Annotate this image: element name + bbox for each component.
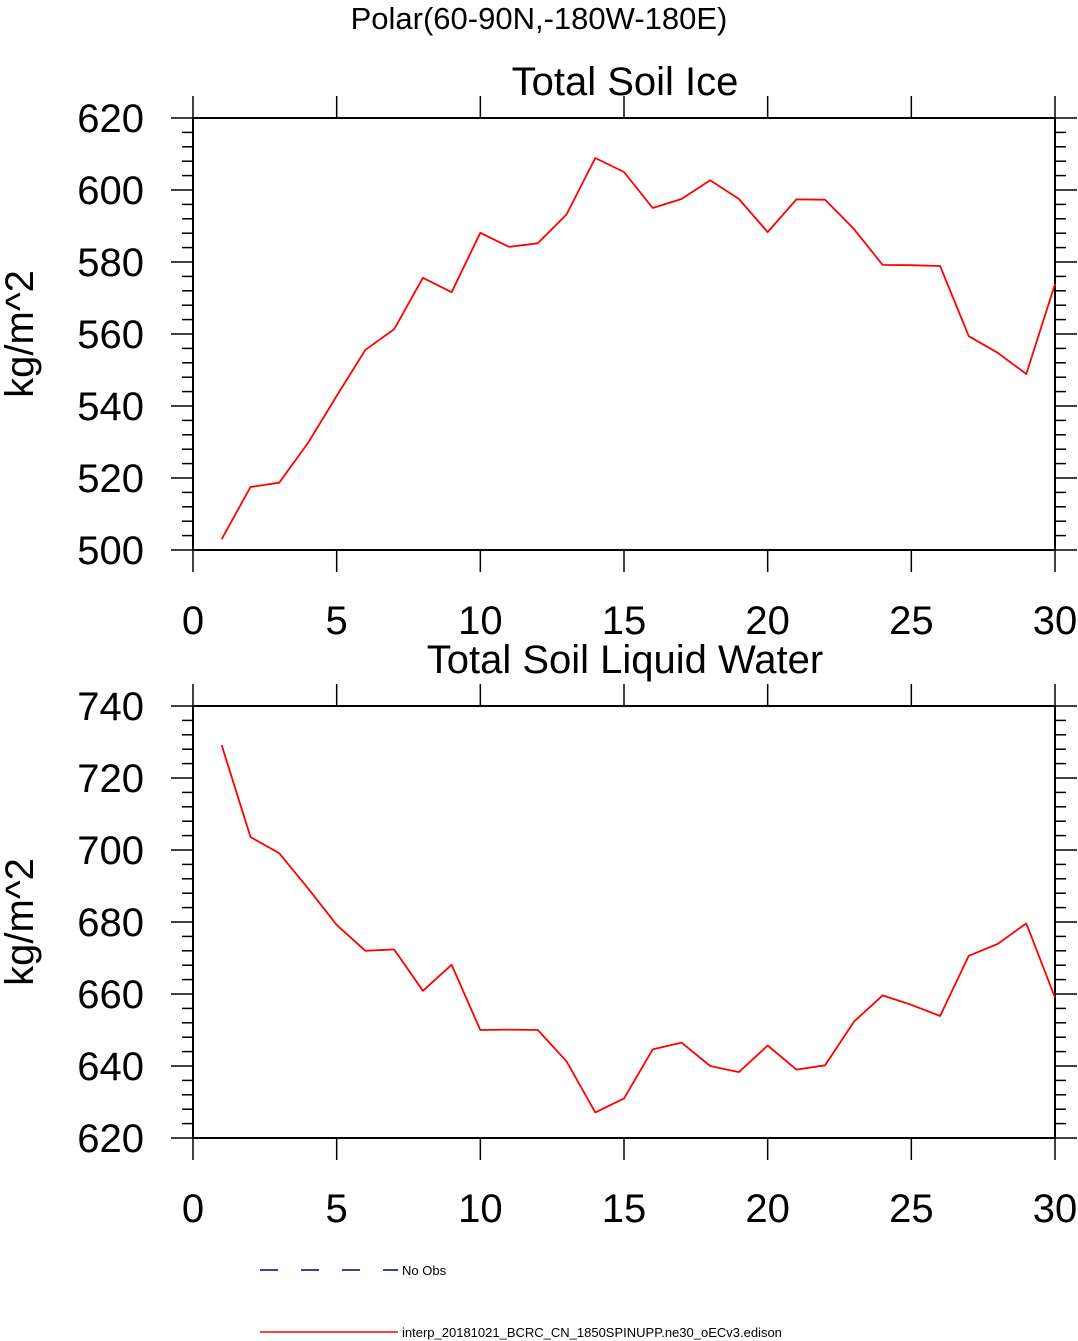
x-tick-label: 5 [326,1187,348,1231]
plot-frame [192,117,1056,551]
plot-frame [192,705,1056,1139]
panel-title: Total Soil Ice [512,60,739,104]
y-tick-label: 560 [77,313,144,357]
x-tick-label: 20 [745,599,790,643]
y-tick-label: 680 [77,901,144,945]
series-line [220,157,1056,540]
x-tick-label: 20 [745,1187,790,1231]
x-tick-label: 15 [602,599,647,643]
x-tick-label: 10 [458,599,503,643]
x-tick-label: 25 [889,1187,934,1231]
y-tick-label: 700 [77,829,144,873]
legend-item-no-obs: No Obs [260,1263,447,1278]
y-tick-label: 720 [77,757,144,801]
legend-label: interp_20181021_BCRC_CN_1850SPINUPP.ne30… [402,1325,782,1340]
x-tick-label: 30 [1033,599,1078,643]
legend: No Obs interp_20181021_BCRC_CN_1850SPINU… [260,1263,782,1340]
legend-label: No Obs [402,1263,447,1278]
y-tick-label: 600 [77,169,144,213]
panel-total-soil-liquid-water: Total Soil Liquid Water kg/m^2 0 5 10 15 20 2… [0,638,1077,1231]
y-axis-label: kg/m^2 [0,270,42,398]
y-tick-label: 620 [77,97,144,141]
x-tick-label: 5 [326,599,348,643]
x-tick-label: 10 [458,1187,503,1231]
panel-total-soil-ice: Total Soil Ice kg/m^2 0 5 10 15 20 25 30 500 520… [0,60,1077,643]
y-tick-label: 540 [77,385,144,429]
x-tick-label: 0 [182,1187,204,1231]
x-tick-label: 0 [182,599,204,643]
y-tick-label: 660 [77,973,144,1017]
x-tick-label: 30 [1033,1187,1078,1231]
x-tick-label: 25 [889,599,934,643]
panel-title: Total Soil Liquid Water [427,638,823,682]
y-tick-label: 620 [77,1117,144,1161]
y-tick-label: 520 [77,457,144,501]
y-tick-label: 640 [77,1045,144,1089]
legend-item-model: interp_20181021_BCRC_CN_1850SPINUPP.ne30… [260,1325,782,1340]
figure-title: Polar(60-90N,-180W-180E) [351,1,728,36]
y-tick-label: 580 [77,241,144,285]
y-axis-label: kg/m^2 [0,858,42,986]
series-line [220,744,1056,1114]
y-tick-label: 500 [77,529,144,573]
y-tick-label: 740 [77,685,144,729]
x-tick-label: 15 [602,1187,647,1231]
